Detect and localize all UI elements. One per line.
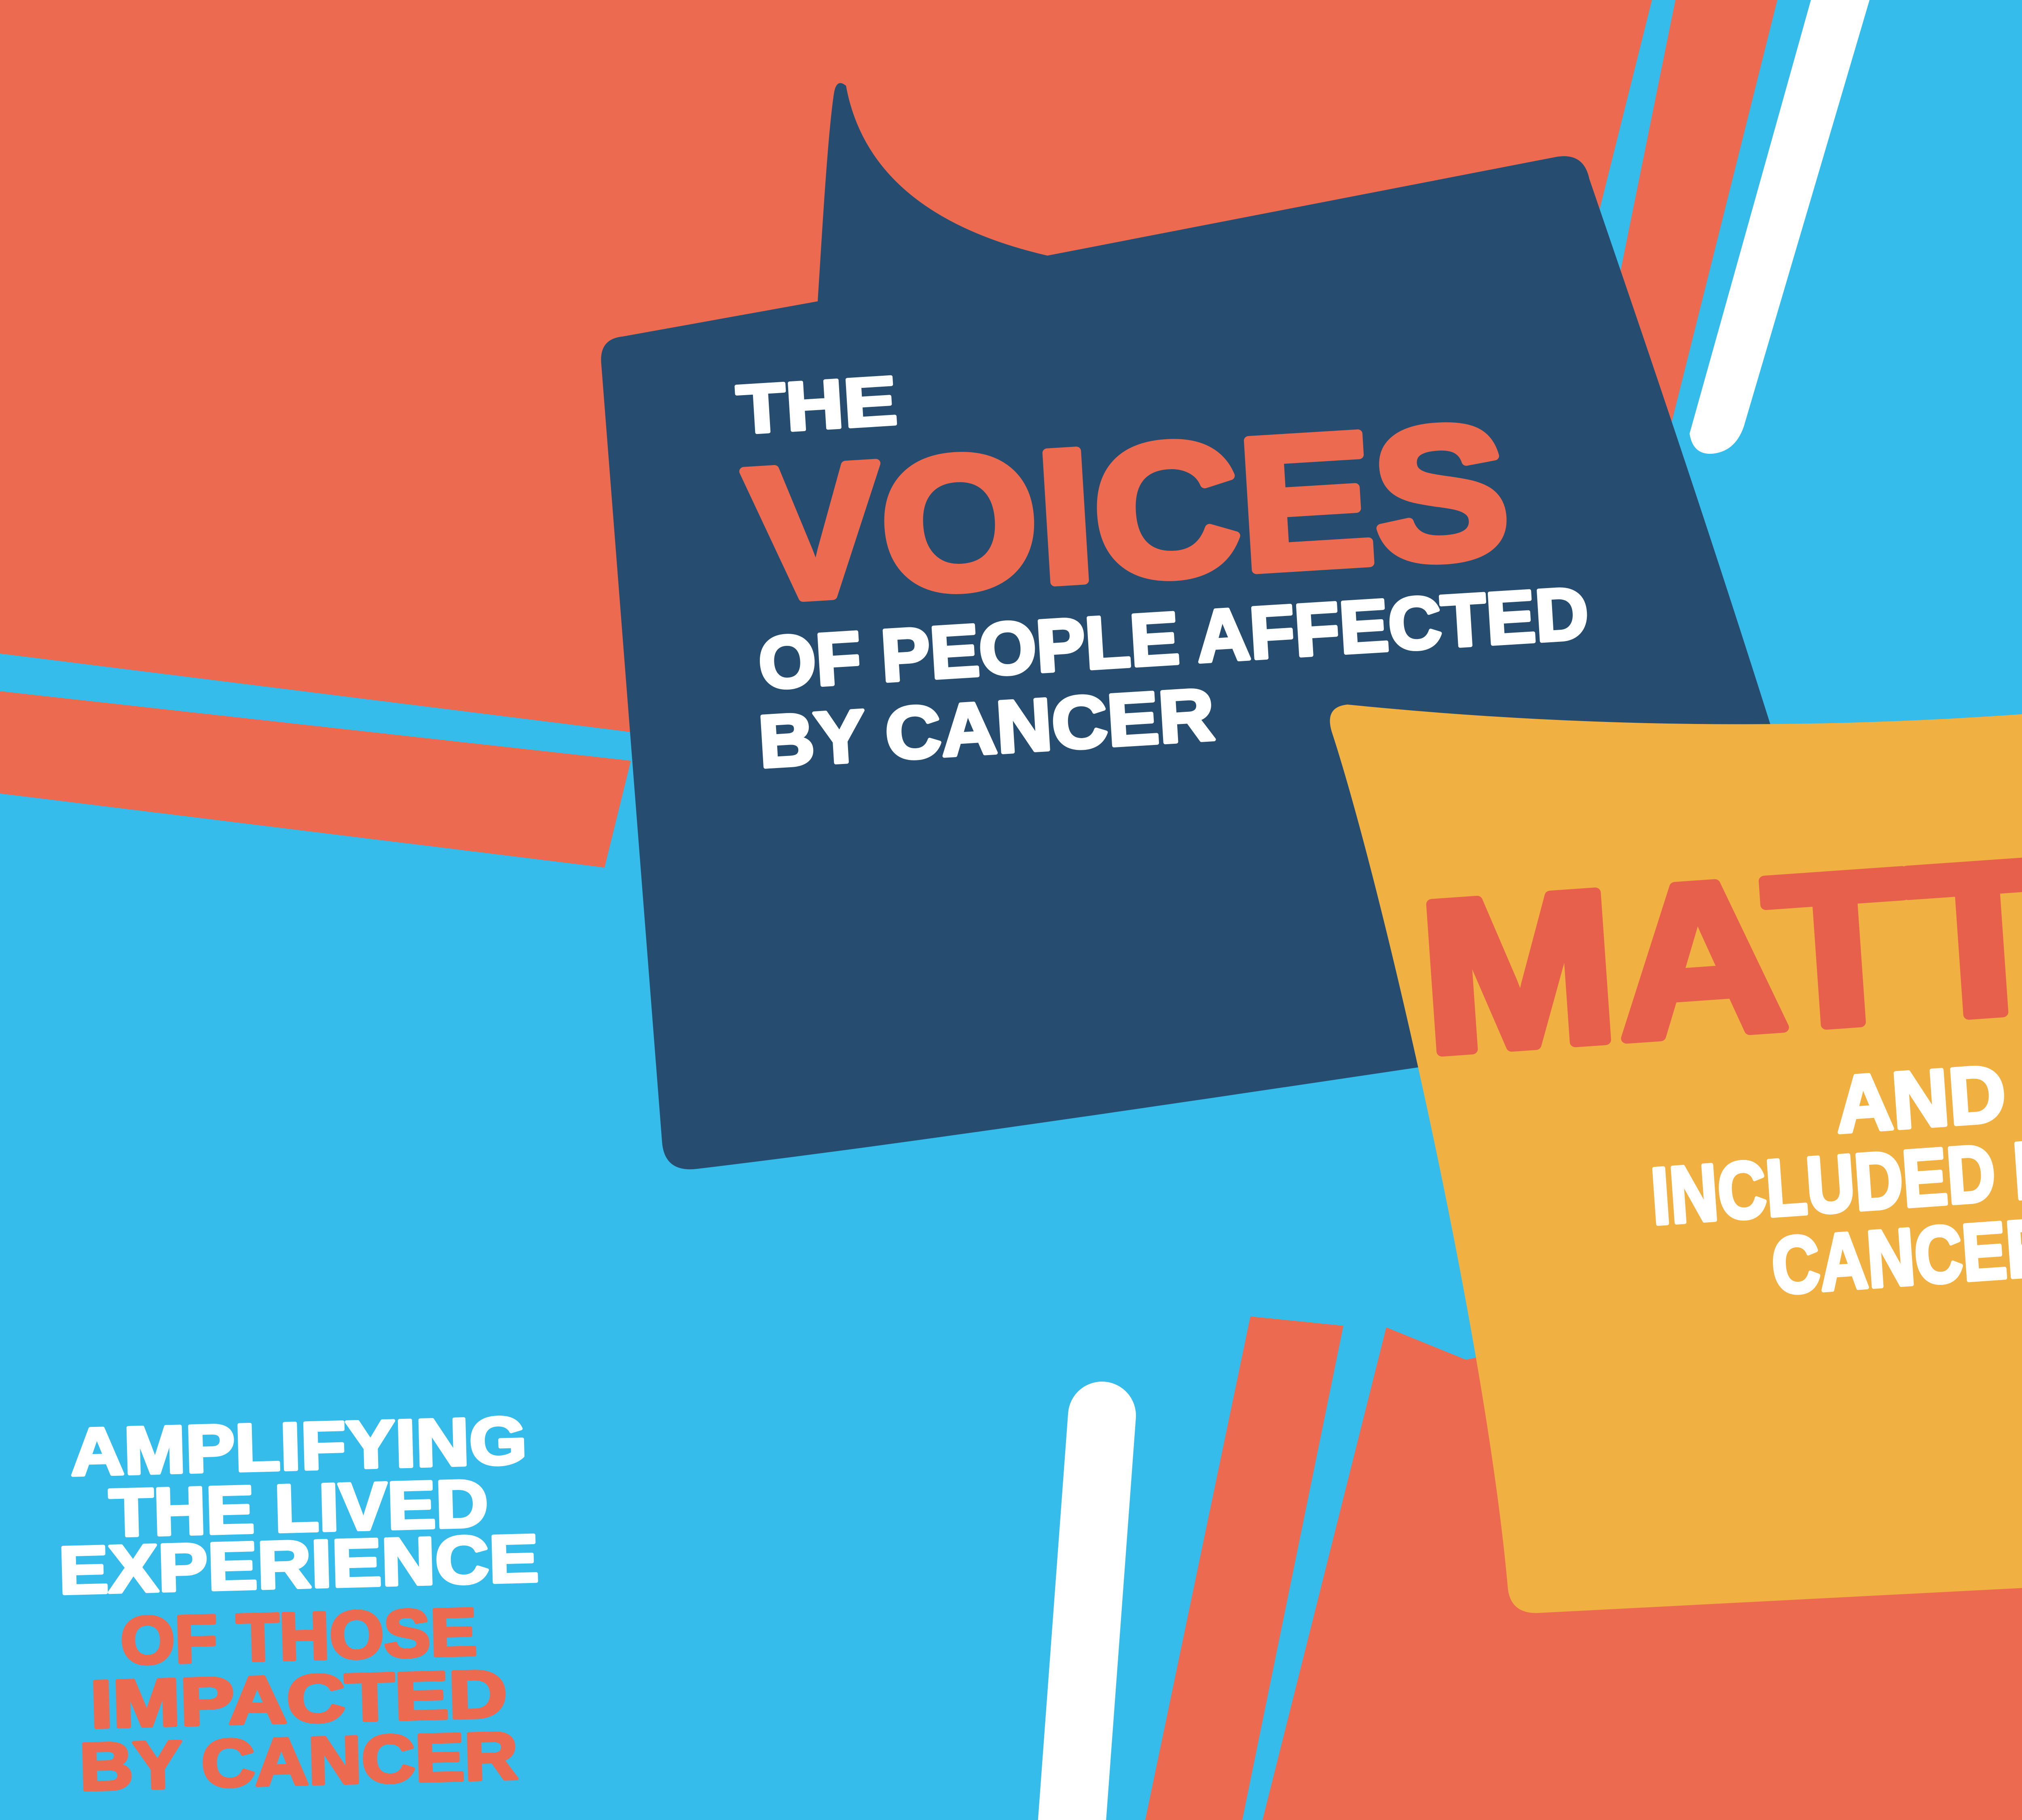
footer-white-line-2: THE LIVED <box>108 1466 489 1551</box>
navy-bubble-text: THE VOICES OF PEOPLE AFFECTED BY CANCER <box>733 360 1593 785</box>
yellow-speech-bubble <box>1330 705 2022 1613</box>
bottom-steep-coral-stripe <box>1145 1316 1343 1820</box>
top-white-stripe <box>1690 0 1870 454</box>
footer-white-line-1: AMPLIFYING <box>70 1403 528 1490</box>
top-steep-coral-stripe <box>1612 0 1777 432</box>
top-left-coral-stripe <box>0 691 631 868</box>
navy-bubble-headline: VOICES <box>740 384 1514 641</box>
navy-bubble-intro: THE <box>735 362 899 449</box>
bottom-white-stripe <box>1038 1382 1136 1820</box>
footer-coral-line-2: IMPACTED <box>89 1657 508 1742</box>
footer-white-line-3: EXPERIENCE <box>58 1521 539 1608</box>
footer-coral-line-1: OF THOSE <box>120 1595 478 1679</box>
footer-tagline: AMPLIFYING THE LIVED EXPERIENCE OF THOSE… <box>56 1401 541 1806</box>
footer-coral-line-3: BY CANCER <box>78 1718 518 1805</box>
